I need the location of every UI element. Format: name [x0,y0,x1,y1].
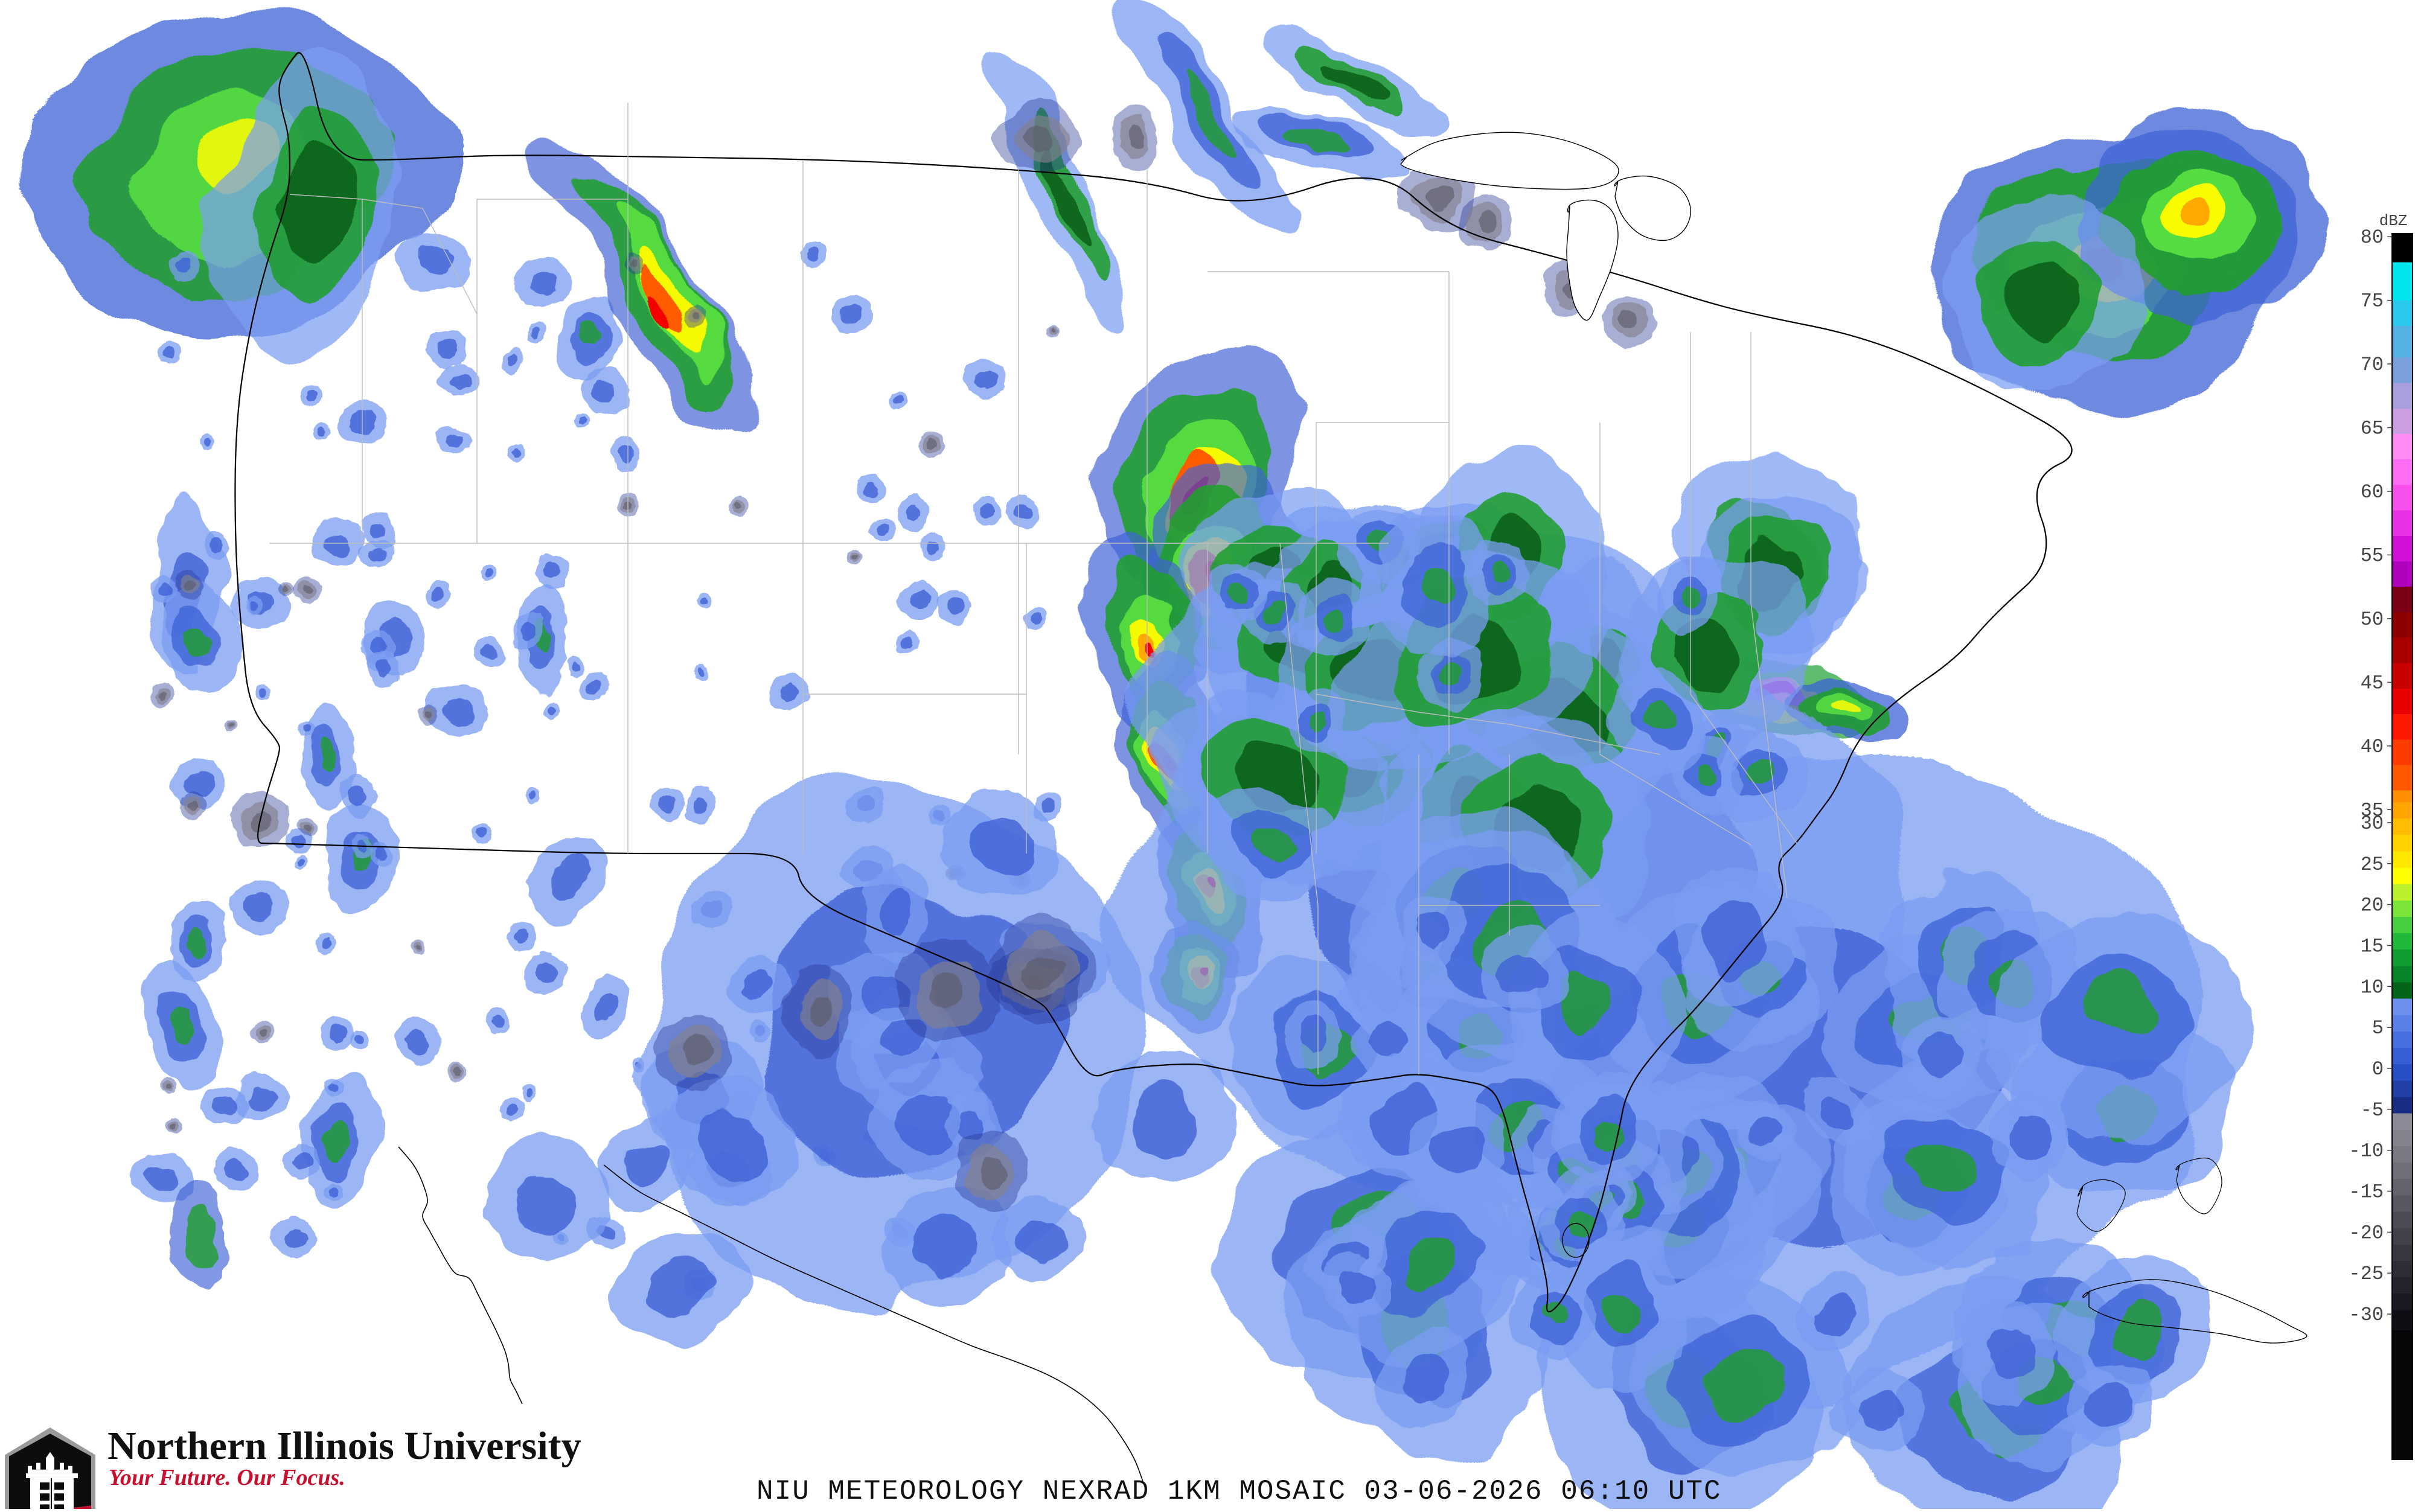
svg-text:NIU METEOROLOGY NEXRAD 1KM MOS: NIU METEOROLOGY NEXRAD 1KM MOSAIC 03-06-… [756,1476,1722,1507]
svg-text:-30: -30 [2349,1304,2384,1326]
svg-text:50: 50 [2361,608,2384,631]
svg-text:45: 45 [2361,672,2384,694]
svg-text:70: 70 [2361,354,2384,376]
svg-text:60: 60 [2361,481,2384,503]
svg-text:dBZ: dBZ [2379,212,2408,230]
svg-text:Northern Illinois University: Northern Illinois University [107,1424,581,1468]
svg-text:75: 75 [2361,290,2384,313]
svg-text:5: 5 [2372,1017,2384,1039]
svg-text:20: 20 [2361,895,2384,917]
svg-text:-20: -20 [2349,1222,2384,1244]
svg-text:0: 0 [2372,1058,2384,1080]
svg-text:30: 30 [2361,812,2384,835]
svg-text:-5: -5 [2361,1099,2384,1121]
svg-text:25: 25 [2361,853,2384,876]
svg-text:55: 55 [2361,544,2384,567]
svg-text:-10: -10 [2349,1140,2384,1163]
svg-text:10: 10 [2361,976,2384,998]
svg-text:Your Future. Our Focus.: Your Future. Our Focus. [109,1465,345,1490]
svg-text:-15: -15 [2349,1181,2384,1204]
svg-text:40: 40 [2361,736,2384,758]
svg-text:65: 65 [2361,418,2384,440]
svg-text:15: 15 [2361,936,2384,958]
svg-text:-25: -25 [2349,1263,2384,1285]
